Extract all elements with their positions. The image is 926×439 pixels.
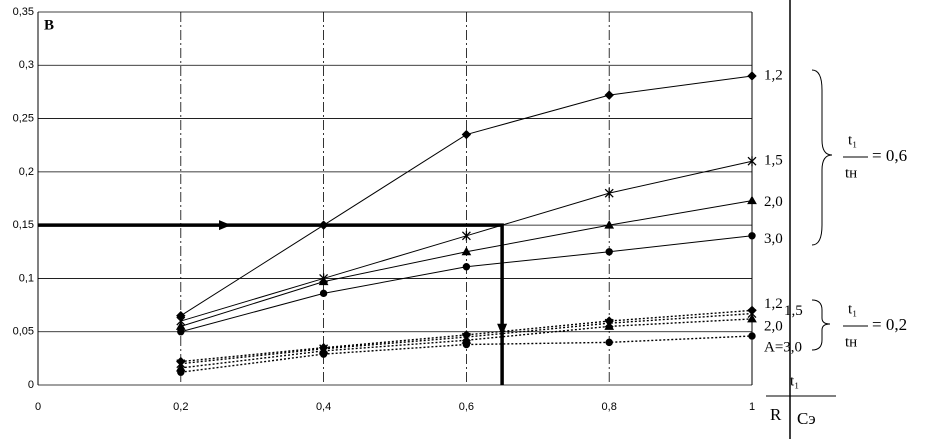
marker — [318, 276, 329, 286]
marker — [747, 313, 757, 323]
x-label-numerator: t₁ — [790, 373, 799, 389]
marker — [319, 350, 328, 358]
marker — [462, 340, 471, 349]
marker — [748, 332, 756, 340]
brace — [811, 299, 831, 351]
group-value: = 0,6 — [872, 146, 907, 165]
marker — [748, 232, 756, 240]
group-denominator: tн — [845, 165, 857, 181]
x-tick-label: 0,8 — [602, 401, 617, 413]
marker — [461, 246, 472, 256]
group-numerator: t₁ — [848, 132, 857, 148]
y-tick-label: 0,3 — [19, 59, 34, 71]
y-tick-label: 0,15 — [13, 219, 34, 231]
x-label-denominator: R — [770, 405, 782, 424]
series-label: 1,5 — [764, 153, 783, 169]
y-tick-label: 0,05 — [13, 326, 34, 338]
marker — [604, 220, 615, 229]
y-tick-label: 0,1 — [19, 272, 34, 284]
x-tick-label: 0,4 — [316, 401, 331, 413]
series-label: 1,2 — [764, 296, 783, 312]
group-value: = 0,2 — [872, 315, 907, 334]
marker — [462, 263, 471, 271]
series-label: A=3,0 — [764, 339, 802, 355]
marker — [604, 188, 614, 199]
marker — [605, 338, 613, 347]
marker — [177, 328, 185, 336]
panel-label: B — [44, 17, 54, 33]
x-tick-label: 0 — [35, 401, 41, 413]
series-label: 3,0 — [764, 231, 783, 247]
series-label: 1,2 — [764, 67, 783, 83]
marker — [319, 289, 328, 298]
group-denominator: tн — [845, 334, 857, 350]
group-numerator: t₁ — [848, 301, 857, 317]
marker — [605, 248, 613, 256]
x-tick-label: 0,6 — [459, 401, 474, 413]
marker — [604, 90, 614, 100]
series-label: 1,5 — [784, 303, 803, 319]
y-tick-label: 0,35 — [13, 6, 34, 18]
guide-arrow — [497, 323, 508, 336]
series-label: 2,0 — [764, 194, 783, 210]
y-tick-label: 0,25 — [13, 112, 34, 124]
marker — [604, 321, 615, 330]
marker — [461, 129, 472, 140]
x-tick-label: 0,2 — [173, 401, 188, 413]
marker — [177, 368, 185, 376]
x-tick-label: 1 — [749, 401, 755, 413]
marker — [747, 195, 757, 205]
guide-arrow — [219, 220, 232, 231]
series-label: 2,0 — [764, 318, 783, 334]
series-line — [180, 335, 753, 373]
marker — [318, 220, 329, 230]
y-tick-label: 0,2 — [19, 166, 34, 178]
marker — [747, 156, 757, 167]
x-label-denominator: Cэ — [797, 409, 816, 428]
marker — [461, 230, 471, 241]
brace — [811, 69, 833, 246]
y-tick-label: 0 — [28, 379, 34, 391]
marker — [747, 71, 757, 81]
